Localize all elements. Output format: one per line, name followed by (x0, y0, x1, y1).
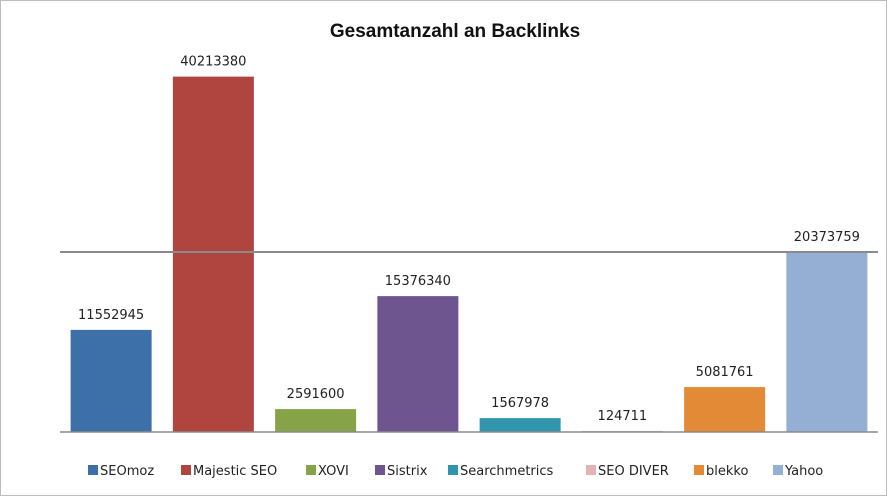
bar-yahoo (786, 251, 868, 432)
legend-item-seomoz: SEOmoz (88, 464, 154, 479)
bar-blekko (684, 387, 766, 432)
legend-swatch (448, 465, 458, 475)
legend-item-yahoo: Yahoo (773, 464, 823, 479)
legend: SEOmoz Majestic SEO XOVI Sistrix Searchmetri… (88, 464, 823, 479)
chart-title: Gesamtanzahl an Backlinks (330, 21, 580, 42)
legend-swatch (773, 465, 783, 475)
data-label-sistrix: 15376340 (385, 274, 451, 289)
legend-swatch (694, 465, 704, 475)
legend-label: Majestic SEO (193, 464, 277, 479)
legend-label: Yahoo (784, 464, 823, 479)
bar-xovi (275, 409, 357, 432)
bars-group (70, 76, 868, 432)
legend-item-searchmetrics: Searchmetrics (448, 464, 554, 479)
legend-swatch (306, 465, 316, 475)
legend-label: SEO DIVER (598, 464, 669, 479)
legend-item-majestic-seo: Majestic SEO (181, 464, 277, 479)
legend-label: Sistrix (387, 464, 428, 479)
legend-label: XOVI (318, 464, 349, 479)
legend-item-xovi: XOVI (306, 464, 349, 479)
data-label-searchmetrics: 1567978 (491, 396, 549, 411)
legend-swatch (181, 465, 191, 475)
legend-label: SEOmoz (100, 464, 154, 479)
bar-searchmetrics (479, 418, 561, 432)
data-labels-group: 11552945 40213380 2591600 15376340 1567978 12… (78, 55, 860, 424)
data-label-majestic-seo: 40213380 (180, 55, 246, 70)
legend-swatch (586, 465, 596, 475)
data-label-yahoo: 20373759 (794, 230, 860, 245)
legend-swatch (88, 465, 98, 475)
legend-item-seo-diver: SEO DIVER (586, 464, 669, 479)
legend-item-sistrix: Sistrix (375, 464, 428, 479)
bar-majestic-seo (172, 76, 254, 432)
data-label-seo-diver: 124711 (598, 409, 648, 424)
legend-swatch (375, 465, 385, 475)
data-label-blekko: 5081761 (696, 365, 754, 380)
data-label-xovi: 2591600 (287, 387, 345, 402)
legend-label: Searchmetrics (460, 464, 554, 479)
bar-seomoz (70, 329, 152, 432)
bar-sistrix (377, 296, 459, 432)
legend-label: blekko (706, 464, 748, 479)
data-label-seomoz: 11552945 (78, 308, 144, 323)
legend-item-blekko: blekko (694, 464, 748, 479)
